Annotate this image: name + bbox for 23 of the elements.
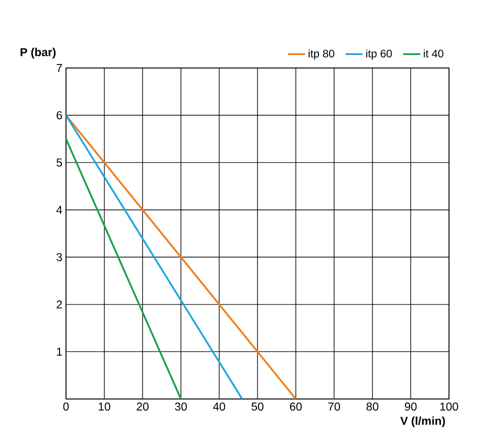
y-tick-label: 3 — [56, 253, 62, 262]
x-tick-label: 20 — [136, 402, 149, 411]
y-axis-title: P (bar) — [20, 48, 56, 58]
x-axis-title: V (l/min) — [400, 416, 445, 428]
x-tick-label: 100 — [440, 402, 458, 411]
legend-label: itp 60 — [366, 49, 392, 60]
x-tick-label: 80 — [366, 402, 378, 411]
y-tick-label: 1 — [56, 348, 62, 356]
y-tick-label: 2 — [56, 300, 62, 308]
x-tick-label: 90 — [404, 402, 417, 411]
y-tick-label: 4 — [56, 206, 62, 214]
x-tick-label: 40 — [213, 402, 226, 411]
legend-label: it 40 — [424, 49, 444, 58]
x-tick-label: 0 — [63, 402, 69, 411]
legend-label: itp 80 — [308, 49, 334, 60]
x-tick-label: 30 — [174, 402, 187, 411]
x-tick-label: 50 — [252, 402, 264, 411]
y-tick-label: 6 — [56, 111, 62, 120]
x-tick-label: 10 — [98, 402, 110, 411]
y-tick-label: 5 — [56, 158, 62, 167]
x-tick-label: 60 — [290, 402, 302, 411]
x-tick-label: 70 — [328, 402, 340, 411]
y-tick-label: 7 — [56, 64, 62, 72]
